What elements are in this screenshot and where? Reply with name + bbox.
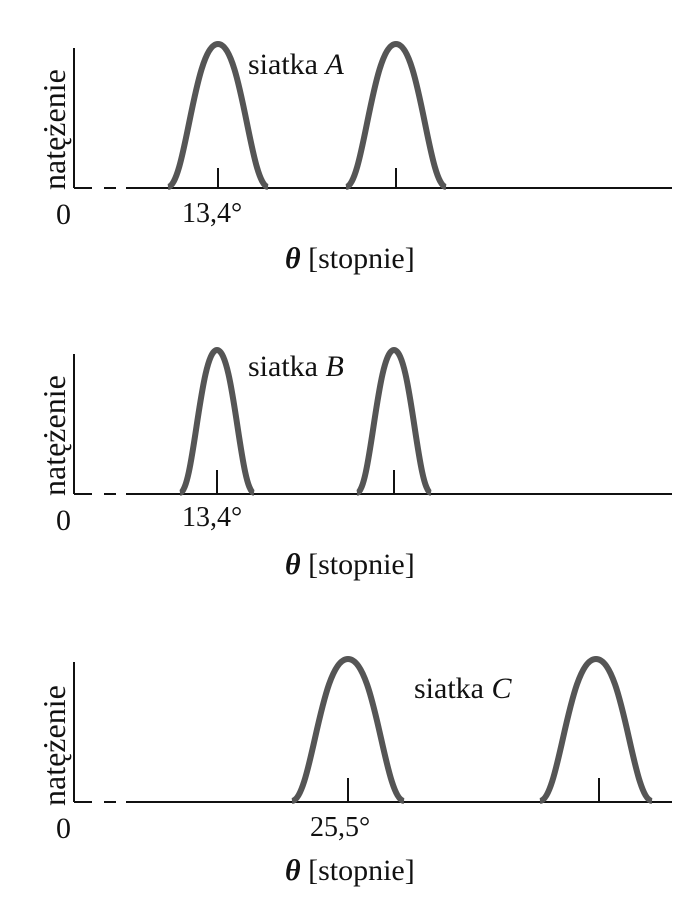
x-axis-unit: [stopnie] [308,854,415,887]
grating-prefix: siatka [414,672,484,705]
peak-a-1 [166,41,270,190]
graph-b [73,347,672,496]
y-axis-label: natężenie [36,375,72,496]
x-axis-label: θ [stopnie] [285,550,415,580]
peak-a-2 [344,41,448,190]
graph-a [73,41,672,190]
tick-label: 13,4° [182,502,243,533]
x-axis-unit: [stopnie] [308,242,415,275]
tick-label: 25,5° [310,812,371,843]
panel-grating-c: natężenie 0 25,5° θ [stopnie] siatka C [0,614,700,914]
theta-symbol: θ [285,242,301,275]
grating-prefix: siatka [248,48,318,81]
origin-label: 0 [56,812,71,845]
peak-b-1 [178,347,256,496]
grating-letter: C [491,672,512,705]
grating-prefix: siatka [248,350,318,383]
theta-symbol: θ [285,548,301,581]
tick-label: 13,4° [182,198,243,229]
origin-label: 0 [56,504,71,537]
panel-grating-b: natężenie 0 13,4° θ [stopnie] siatka B [0,306,700,596]
x-axis-unit: [stopnie] [308,548,415,581]
panel-grating-a: natężenie 0 13,4° θ [stopnie] siatka A [0,0,700,290]
theta-symbol: θ [285,854,301,887]
grating-label: siatka A [248,50,344,80]
y-axis-label: natężenie [36,69,72,190]
peak-b-2 [355,347,433,496]
x-axis-label: θ [stopnie] [285,856,415,886]
peak-c-1 [290,656,406,804]
grating-label: siatka C [414,674,512,704]
grating-label: siatka B [248,352,344,382]
grating-letter: A [325,48,344,81]
peak-c-2 [538,656,654,804]
y-axis-label: natężenie [36,685,72,806]
graph-c [73,656,672,804]
origin-label: 0 [56,198,71,231]
x-axis-label: θ [stopnie] [285,244,415,274]
grating-letter: B [325,350,344,383]
